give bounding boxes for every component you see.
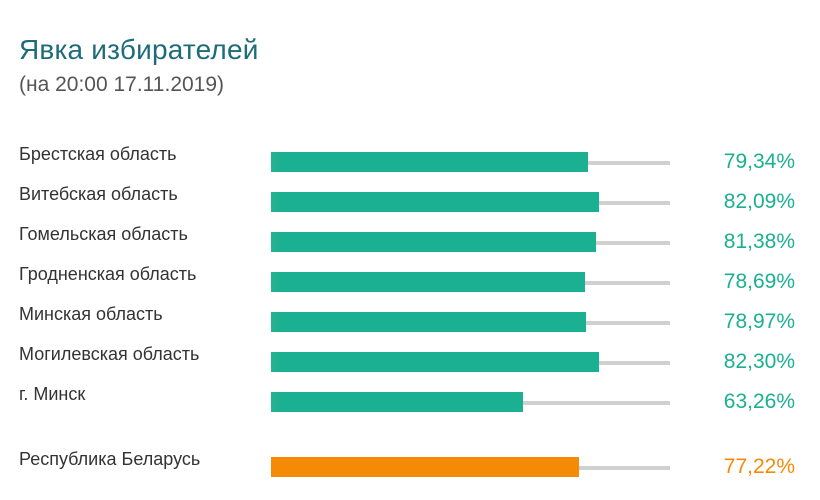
- chart-subtitle: (на 20:00 17.11.2019): [19, 73, 225, 96]
- category-label: г. Минск: [19, 384, 86, 404]
- category-label: Республика Беларусь: [19, 449, 201, 469]
- chart-row: Гомельская область 81,38%: [0, 220, 820, 260]
- chart-row: Минская область 78,97%: [0, 300, 820, 340]
- total-bar: [271, 457, 579, 477]
- value-label: 79,34%: [723, 150, 795, 173]
- category-label: Минская область: [19, 304, 163, 324]
- bar: [271, 352, 599, 372]
- category-label: Могилевская область: [19, 344, 200, 364]
- chart-row: Витебская область 82,09%: [0, 180, 820, 220]
- bar: [271, 312, 586, 332]
- bar: [271, 232, 596, 252]
- chart-row: г. Минск 63,26%: [0, 380, 820, 420]
- category-label: Гомельская область: [19, 224, 188, 244]
- value-label: 82,09%: [723, 190, 795, 213]
- bar: [271, 272, 585, 292]
- chart-row: Брестская область 79,34%: [0, 140, 820, 180]
- chart-row: Гродненская область 78,69%: [0, 260, 820, 300]
- bar: [271, 392, 523, 412]
- chart-row: Республика Беларусь 77,22%: [0, 445, 820, 485]
- chart-row: Могилевская область 82,30%: [0, 340, 820, 380]
- category-label: Гродненская область: [19, 264, 197, 284]
- bar: [271, 192, 599, 212]
- chart-title: Явка избирателей: [19, 34, 259, 65]
- category-label: Витебская область: [19, 184, 178, 204]
- value-label: 81,38%: [723, 230, 795, 253]
- value-label: 77,22%: [723, 455, 795, 478]
- bar: [271, 152, 588, 172]
- value-label: 78,97%: [723, 310, 795, 333]
- value-label: 78,69%: [723, 270, 795, 293]
- category-label: Брестская область: [19, 144, 177, 164]
- value-label: 63,26%: [723, 390, 795, 413]
- value-label: 82,30%: [723, 350, 795, 373]
